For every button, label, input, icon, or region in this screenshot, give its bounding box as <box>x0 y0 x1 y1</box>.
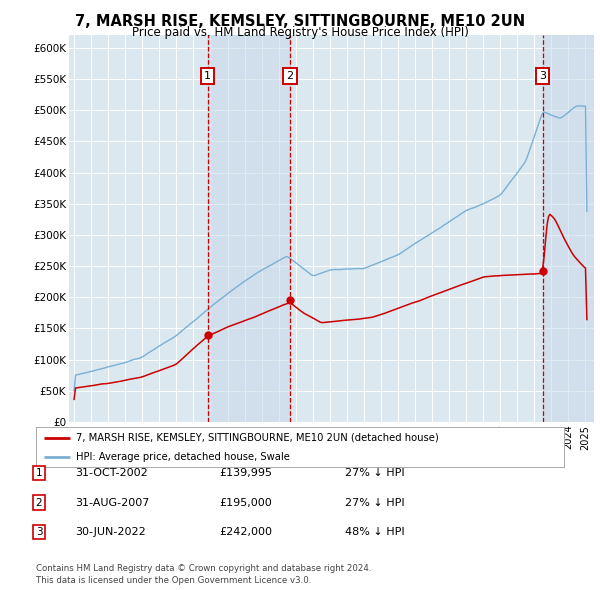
Text: Price paid vs. HM Land Registry's House Price Index (HPI): Price paid vs. HM Land Registry's House … <box>131 26 469 39</box>
Text: 2: 2 <box>286 71 293 81</box>
Text: 31-AUG-2007: 31-AUG-2007 <box>75 498 149 507</box>
Text: 1: 1 <box>204 71 211 81</box>
Text: 27% ↓ HPI: 27% ↓ HPI <box>345 498 404 507</box>
Text: 3: 3 <box>35 527 43 537</box>
Text: 48% ↓ HPI: 48% ↓ HPI <box>345 527 404 537</box>
Text: 31-OCT-2002: 31-OCT-2002 <box>75 468 148 478</box>
Text: 30-JUN-2022: 30-JUN-2022 <box>75 527 146 537</box>
Text: HPI: Average price, detached house, Swale: HPI: Average price, detached house, Swal… <box>76 453 289 462</box>
Text: 7, MARSH RISE, KEMSLEY, SITTINGBOURNE, ME10 2UN: 7, MARSH RISE, KEMSLEY, SITTINGBOURNE, M… <box>75 14 525 28</box>
Bar <box>542 35 594 422</box>
Text: 2: 2 <box>35 498 43 507</box>
Text: 1: 1 <box>35 468 43 478</box>
Text: 7, MARSH RISE, KEMSLEY, SITTINGBOURNE, ME10 2UN (detached house): 7, MARSH RISE, KEMSLEY, SITTINGBOURNE, M… <box>76 433 439 443</box>
Text: Contains HM Land Registry data © Crown copyright and database right 2024.
This d: Contains HM Land Registry data © Crown c… <box>36 565 371 585</box>
Bar <box>208 35 290 422</box>
Text: £242,000: £242,000 <box>219 527 272 537</box>
Text: 3: 3 <box>539 71 546 81</box>
Text: 27% ↓ HPI: 27% ↓ HPI <box>345 468 404 478</box>
Text: £195,000: £195,000 <box>219 498 272 507</box>
Text: £139,995: £139,995 <box>219 468 272 478</box>
